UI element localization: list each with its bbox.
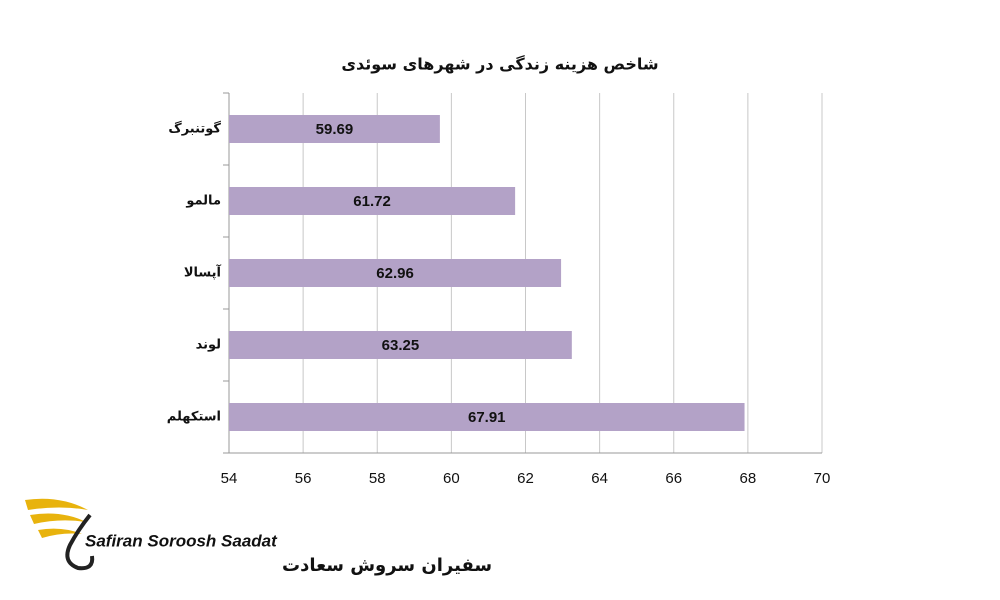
y-tick-label: آپسالا	[184, 264, 222, 281]
bar	[229, 259, 562, 287]
chart-title: شاخص هزینه زندگی در شهرهای سوئدی	[341, 55, 658, 74]
bar	[229, 187, 516, 215]
y-tick-label: گوتنبرگ	[168, 120, 221, 137]
x-tick-label: 70	[814, 470, 831, 487]
y-tick-label: استکهلم	[167, 410, 221, 425]
bar	[229, 403, 745, 431]
value-label: 61.72	[353, 193, 391, 210]
logo: Safiran Soroosh Saadat سفیران سروش سعادت	[25, 498, 492, 576]
value-label: 67.91	[468, 409, 506, 426]
x-tick-label: 64	[591, 470, 608, 487]
x-tick-label: 60	[443, 470, 460, 487]
x-tick-label: 68	[740, 470, 757, 487]
x-tick-label: 62	[517, 470, 534, 487]
x-tick-label: 54	[221, 470, 238, 487]
logo-wing	[25, 498, 88, 538]
x-tick-label: 56	[295, 470, 312, 487]
bar	[229, 115, 440, 143]
value-label: 59.69	[316, 121, 354, 138]
value-label: 63.25	[382, 337, 420, 354]
value-label: 62.96	[376, 265, 414, 282]
y-tick-label: مالمو	[185, 194, 221, 209]
logo-swan	[65, 513, 95, 571]
bar	[229, 331, 572, 359]
logo-text: Safiran Soroosh Saadat	[85, 531, 278, 550]
x-tick-label: 58	[369, 470, 386, 487]
y-tick-label: لوند	[196, 338, 221, 353]
logo-text-fa: سفیران سروش سعادت	[282, 555, 492, 576]
x-tick-label: 66	[665, 470, 682, 487]
